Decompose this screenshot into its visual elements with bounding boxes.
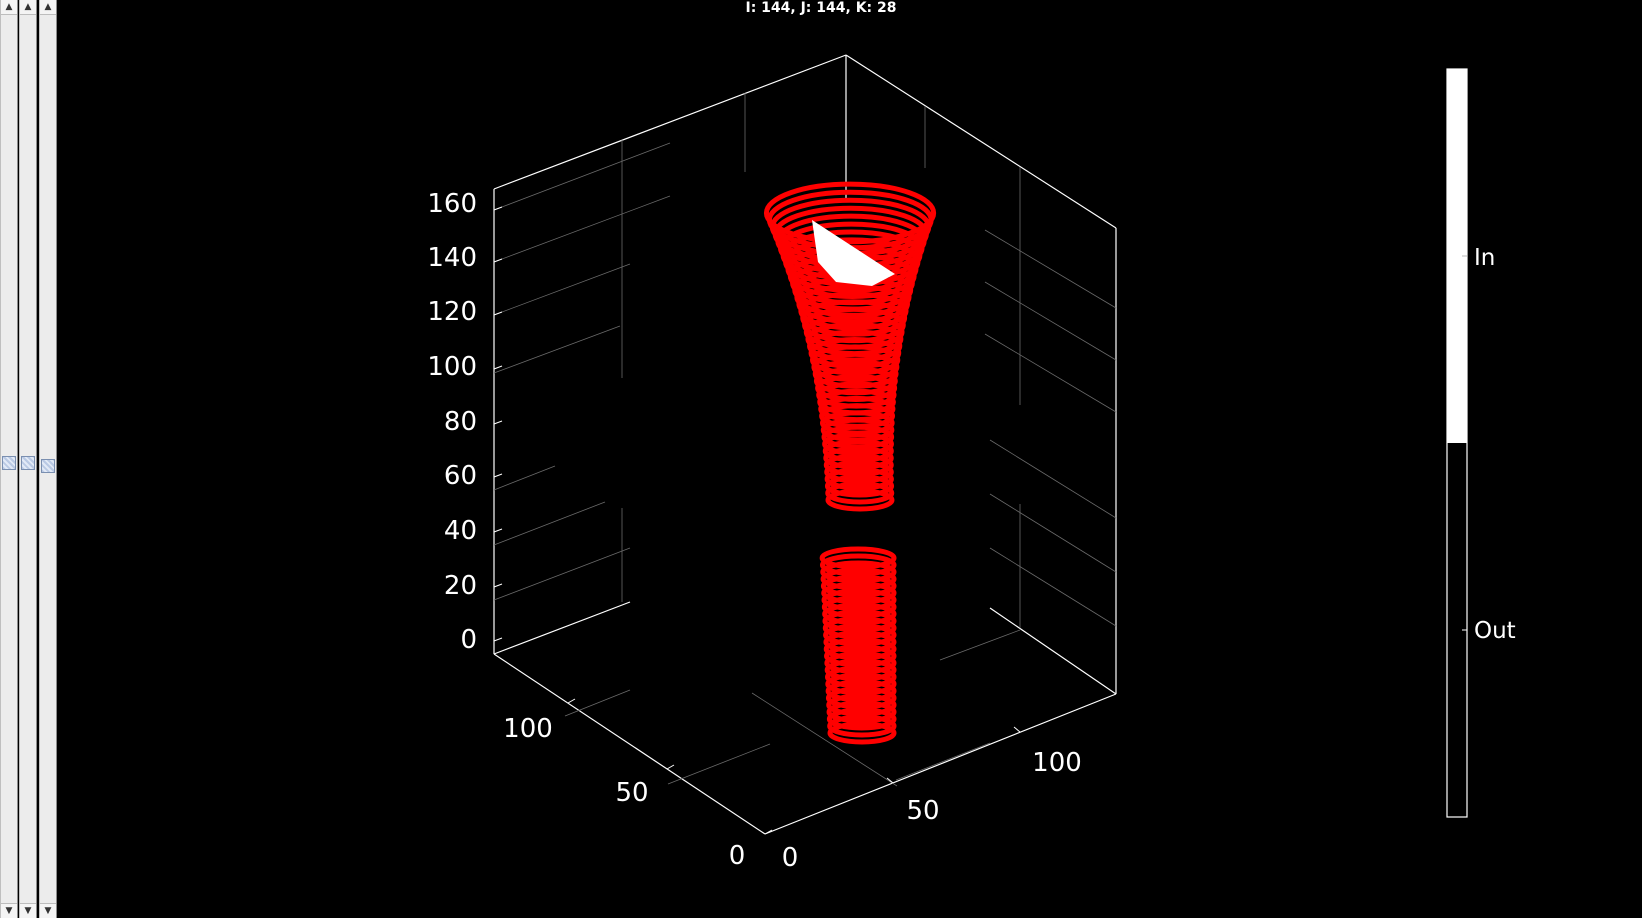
scrollbar-thumb[interactable] — [41, 459, 55, 473]
y-tick-label: 100 — [503, 714, 553, 744]
z-tick-label: 160 — [427, 189, 477, 219]
contour-ring — [825, 679, 897, 703]
scrollbar-thumb[interactable] — [2, 456, 16, 470]
z-tick-label: 0 — [460, 625, 477, 655]
x-tick-label: 0 — [782, 843, 799, 873]
slice-scrollbar-j[interactable]: ▲ ▼ — [19, 0, 37, 918]
contour-ring — [822, 609, 897, 633]
contour-ring — [823, 630, 897, 654]
arrow-down-icon[interactable]: ▼ — [40, 903, 56, 918]
contour-ring — [824, 467, 894, 491]
arrow-down-icon[interactable]: ▼ — [20, 903, 36, 918]
z-tick-label: 40 — [444, 516, 477, 546]
contour-ring — [824, 665, 897, 689]
contour-ring — [820, 567, 897, 591]
contour-ring — [820, 560, 897, 584]
contour-ring — [825, 481, 895, 505]
contour-ring — [824, 658, 897, 682]
contour-ring — [824, 644, 897, 668]
slice-index-readout: I: 144, J: 144, K: 28 — [745, 0, 897, 16]
y-tick-label: 50 — [615, 778, 648, 808]
x-tick-label: 100 — [1032, 748, 1082, 778]
colorbar-out-segment — [1447, 443, 1467, 817]
slice-scrollbar-i[interactable]: ▲ ▼ — [0, 0, 18, 918]
contour-ring — [821, 588, 897, 612]
slice-scrollbar-k[interactable]: ▲ ▼ — [39, 0, 57, 918]
scrollbar-thumb[interactable] — [21, 456, 35, 470]
colorbar-frame — [1446, 68, 1468, 818]
contour-ring — [821, 595, 897, 619]
x-tick-labels: 0 50 100 — [782, 748, 1082, 873]
contour-ring — [827, 721, 897, 745]
contour-ring — [825, 672, 897, 696]
contour-ring — [826, 693, 897, 717]
z-tick-labels: 160 140 120 100 80 60 40 20 0 — [427, 189, 477, 655]
contour-ring — [824, 651, 897, 675]
colorbar-label-out: Out — [1474, 618, 1516, 644]
contour-ring — [825, 686, 897, 710]
current-slice-highlight — [812, 220, 895, 286]
contour-ring — [819, 546, 897, 570]
grid-lines — [493, 93, 1117, 787]
colorbar-in-segment — [1447, 69, 1467, 443]
y-axis — [567, 698, 773, 835]
y-tick-label: 0 — [729, 841, 746, 871]
x-tick-label: 50 — [906, 796, 939, 826]
z-tick-label: 20 — [444, 571, 477, 601]
x-axis — [886, 726, 1021, 784]
z-tick-label: 60 — [444, 461, 477, 491]
contour-ring — [813, 366, 898, 396]
segmented-structure — [763, 181, 937, 745]
contour-ring — [823, 623, 897, 647]
arrow-down-icon[interactable]: ▼ — [1, 903, 17, 918]
y-tick-labels: 100 50 0 — [503, 714, 745, 871]
colorbar-label-in: In — [1474, 245, 1495, 271]
contour-ring — [825, 488, 895, 512]
contour-ring — [824, 474, 895, 498]
arrow-up-icon[interactable]: ▲ — [20, 0, 36, 15]
z-tick-label: 120 — [427, 297, 477, 327]
colorbar: In Out — [1446, 68, 1516, 818]
contour-ring — [821, 581, 897, 605]
contour-ring — [819, 553, 897, 577]
z-tick-label: 80 — [444, 407, 477, 437]
arrow-up-icon[interactable]: ▲ — [40, 0, 56, 15]
z-tick-label: 140 — [427, 243, 477, 273]
z-tick-label: 100 — [427, 352, 477, 382]
contour-ring — [823, 637, 897, 661]
z-axis — [493, 206, 503, 642]
axes-box — [493, 54, 1117, 835]
contour-ring — [826, 707, 897, 731]
contour-ring — [827, 714, 897, 738]
contour-ring — [826, 700, 897, 724]
contour-ring — [763, 181, 937, 245]
contour-ring — [820, 574, 897, 598]
contour-ring — [822, 616, 897, 640]
contour-ring — [822, 602, 897, 626]
contour-ring — [815, 373, 898, 403]
arrow-up-icon[interactable]: ▲ — [1, 0, 17, 15]
